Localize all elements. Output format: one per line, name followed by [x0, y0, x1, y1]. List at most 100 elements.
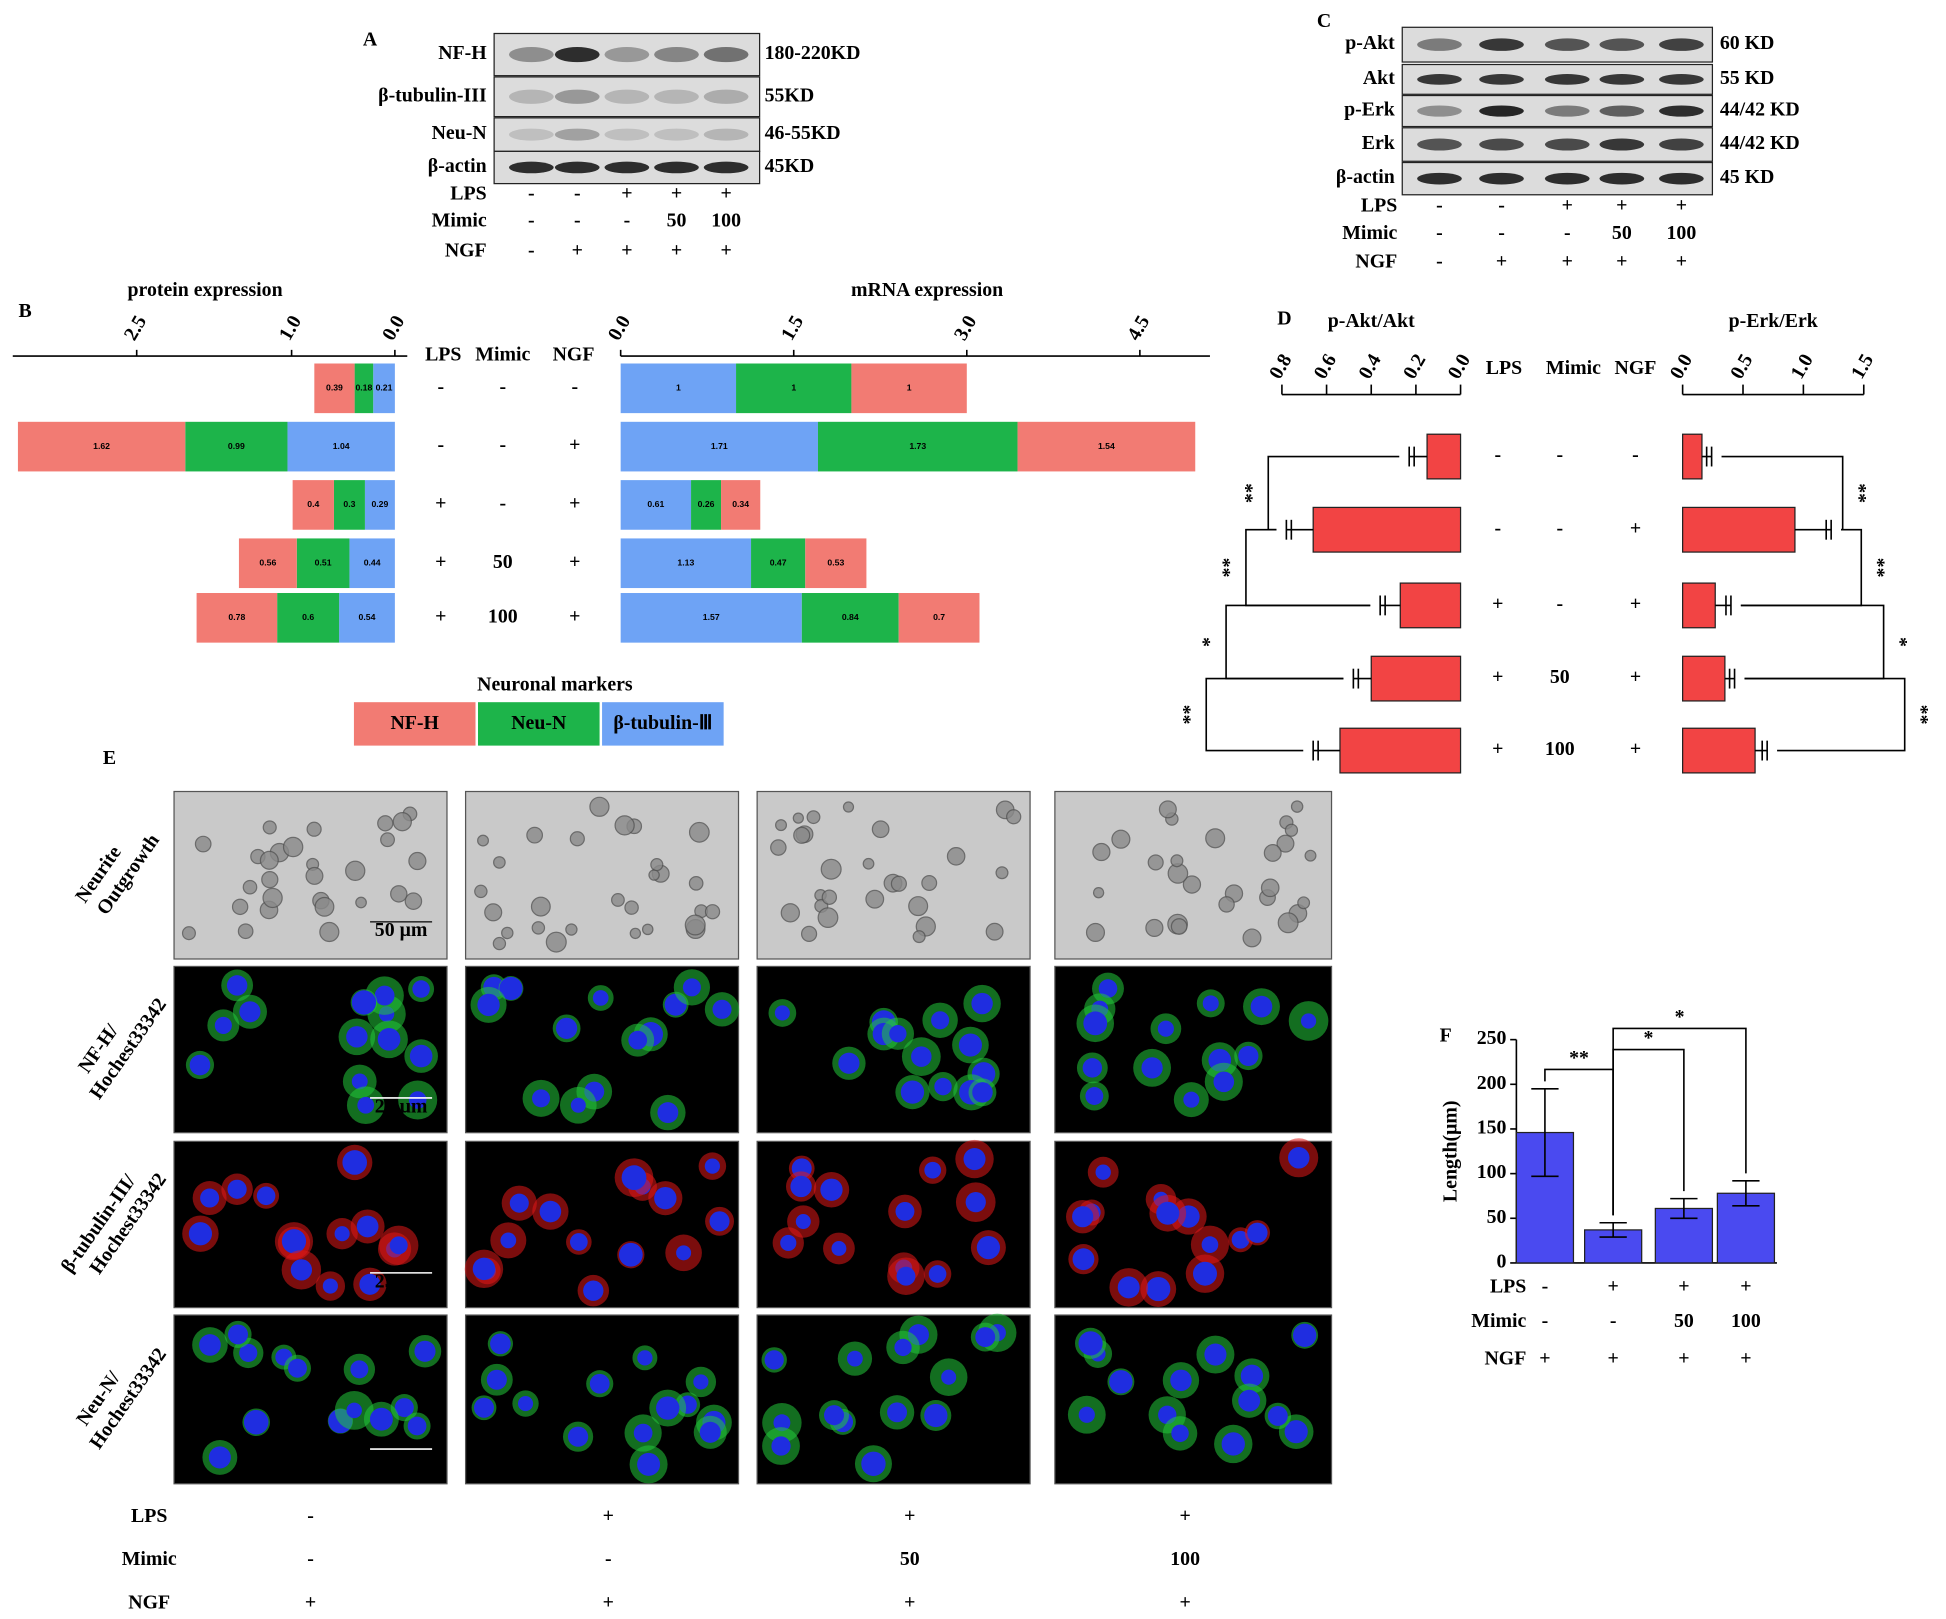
data-label: 0.34	[732, 499, 749, 509]
cell	[242, 879, 258, 895]
protein-label: β-actin	[1336, 166, 1395, 188]
bar-segment	[349, 538, 395, 589]
cell	[792, 812, 804, 824]
nucleus	[408, 1091, 427, 1109]
bar	[1682, 582, 1716, 629]
condition-value: +	[1539, 1347, 1550, 1369]
condition-value: -	[500, 434, 507, 456]
micrograph	[756, 965, 1031, 1134]
band	[1544, 138, 1590, 151]
band	[1659, 38, 1704, 51]
nucleus	[199, 1334, 221, 1356]
cell	[1145, 918, 1164, 938]
band	[703, 89, 749, 104]
bar	[1682, 655, 1726, 702]
bar-segment	[691, 480, 722, 530]
cell	[704, 904, 721, 920]
data-label: 0.39	[326, 383, 343, 393]
significance-label: **	[1219, 558, 1241, 578]
significance-label: **	[1848, 483, 1870, 503]
data-label: 1.73	[909, 441, 926, 451]
condition-value: +	[1676, 195, 1687, 217]
condition-value: -	[1632, 444, 1639, 466]
condition-value: 50	[1612, 222, 1632, 244]
nucleus	[712, 999, 732, 1019]
cell	[181, 926, 196, 941]
cell	[392, 812, 412, 832]
protein-label: p-Akt	[1345, 32, 1395, 54]
band	[1659, 105, 1704, 117]
nucleus	[517, 1396, 534, 1412]
band	[509, 161, 554, 174]
cell	[493, 856, 506, 869]
condition-value: +	[1608, 1275, 1619, 1297]
nucleus	[1095, 1164, 1111, 1180]
band	[554, 46, 600, 63]
band	[1599, 172, 1645, 185]
data-label: 1.62	[93, 441, 110, 451]
nucleus	[1202, 995, 1219, 1012]
band	[654, 128, 699, 141]
condition-value: +	[305, 1592, 316, 1614]
nucleus	[1109, 1370, 1133, 1394]
nucleus	[1247, 1222, 1268, 1243]
nucleus	[1156, 1201, 1180, 1225]
nucleus	[474, 1397, 494, 1418]
cell	[1304, 849, 1317, 862]
bar-segment	[296, 538, 350, 589]
condition-value: +	[435, 492, 446, 514]
bar-segment	[620, 538, 752, 589]
band	[1599, 105, 1645, 117]
data-label: 0.18	[355, 383, 372, 393]
nucleus	[346, 1402, 362, 1419]
band	[1544, 105, 1590, 117]
band	[1659, 74, 1704, 85]
data-label: 0.47	[770, 558, 787, 568]
cell	[565, 923, 578, 936]
nucleus	[357, 1096, 375, 1114]
nucleus	[900, 1080, 925, 1104]
condition-value: +	[435, 605, 446, 627]
condition-name: LPS	[1490, 1275, 1526, 1297]
condition-name: Mimic	[432, 210, 487, 232]
band	[1417, 105, 1462, 117]
cell	[194, 835, 212, 853]
significance-label: *	[1644, 1027, 1654, 1049]
micrograph	[173, 790, 448, 960]
chart-title: protein expression	[127, 279, 282, 301]
x-tick-label: 0.4	[1354, 350, 1385, 383]
condition-name: Mimic	[122, 1548, 177, 1570]
panel-label: C	[1317, 10, 1331, 32]
condition-value: +	[1492, 593, 1503, 615]
micrograph	[1054, 1314, 1333, 1485]
condition-value: -	[528, 210, 535, 232]
cell	[995, 866, 1009, 880]
condition-value: +	[904, 1592, 915, 1614]
condition-value: +	[603, 1505, 614, 1527]
nucleus	[374, 985, 395, 1006]
nucleus	[971, 992, 993, 1015]
nucleus	[592, 990, 609, 1006]
cell	[1242, 928, 1262, 948]
band	[604, 161, 650, 174]
panel-label: F	[1440, 1025, 1452, 1047]
cell	[390, 885, 408, 903]
nucleus	[790, 1175, 812, 1198]
condition-value: 50	[493, 551, 513, 573]
micrograph	[173, 965, 448, 1134]
condition-value: +	[1492, 738, 1503, 760]
nucleus	[637, 1350, 653, 1366]
x-tick-label: 1.0	[275, 312, 306, 345]
cell	[1006, 809, 1022, 825]
band	[703, 128, 749, 141]
cell	[641, 923, 654, 936]
nucleus	[226, 975, 248, 996]
nucleus	[861, 1451, 886, 1476]
nucleus	[693, 1374, 709, 1390]
cell	[614, 815, 635, 836]
significance-label: *	[1675, 1006, 1685, 1028]
bar-segment	[196, 593, 278, 643]
bar-segment	[721, 480, 761, 530]
cell	[985, 922, 1004, 941]
condition-value: +	[1492, 666, 1503, 688]
